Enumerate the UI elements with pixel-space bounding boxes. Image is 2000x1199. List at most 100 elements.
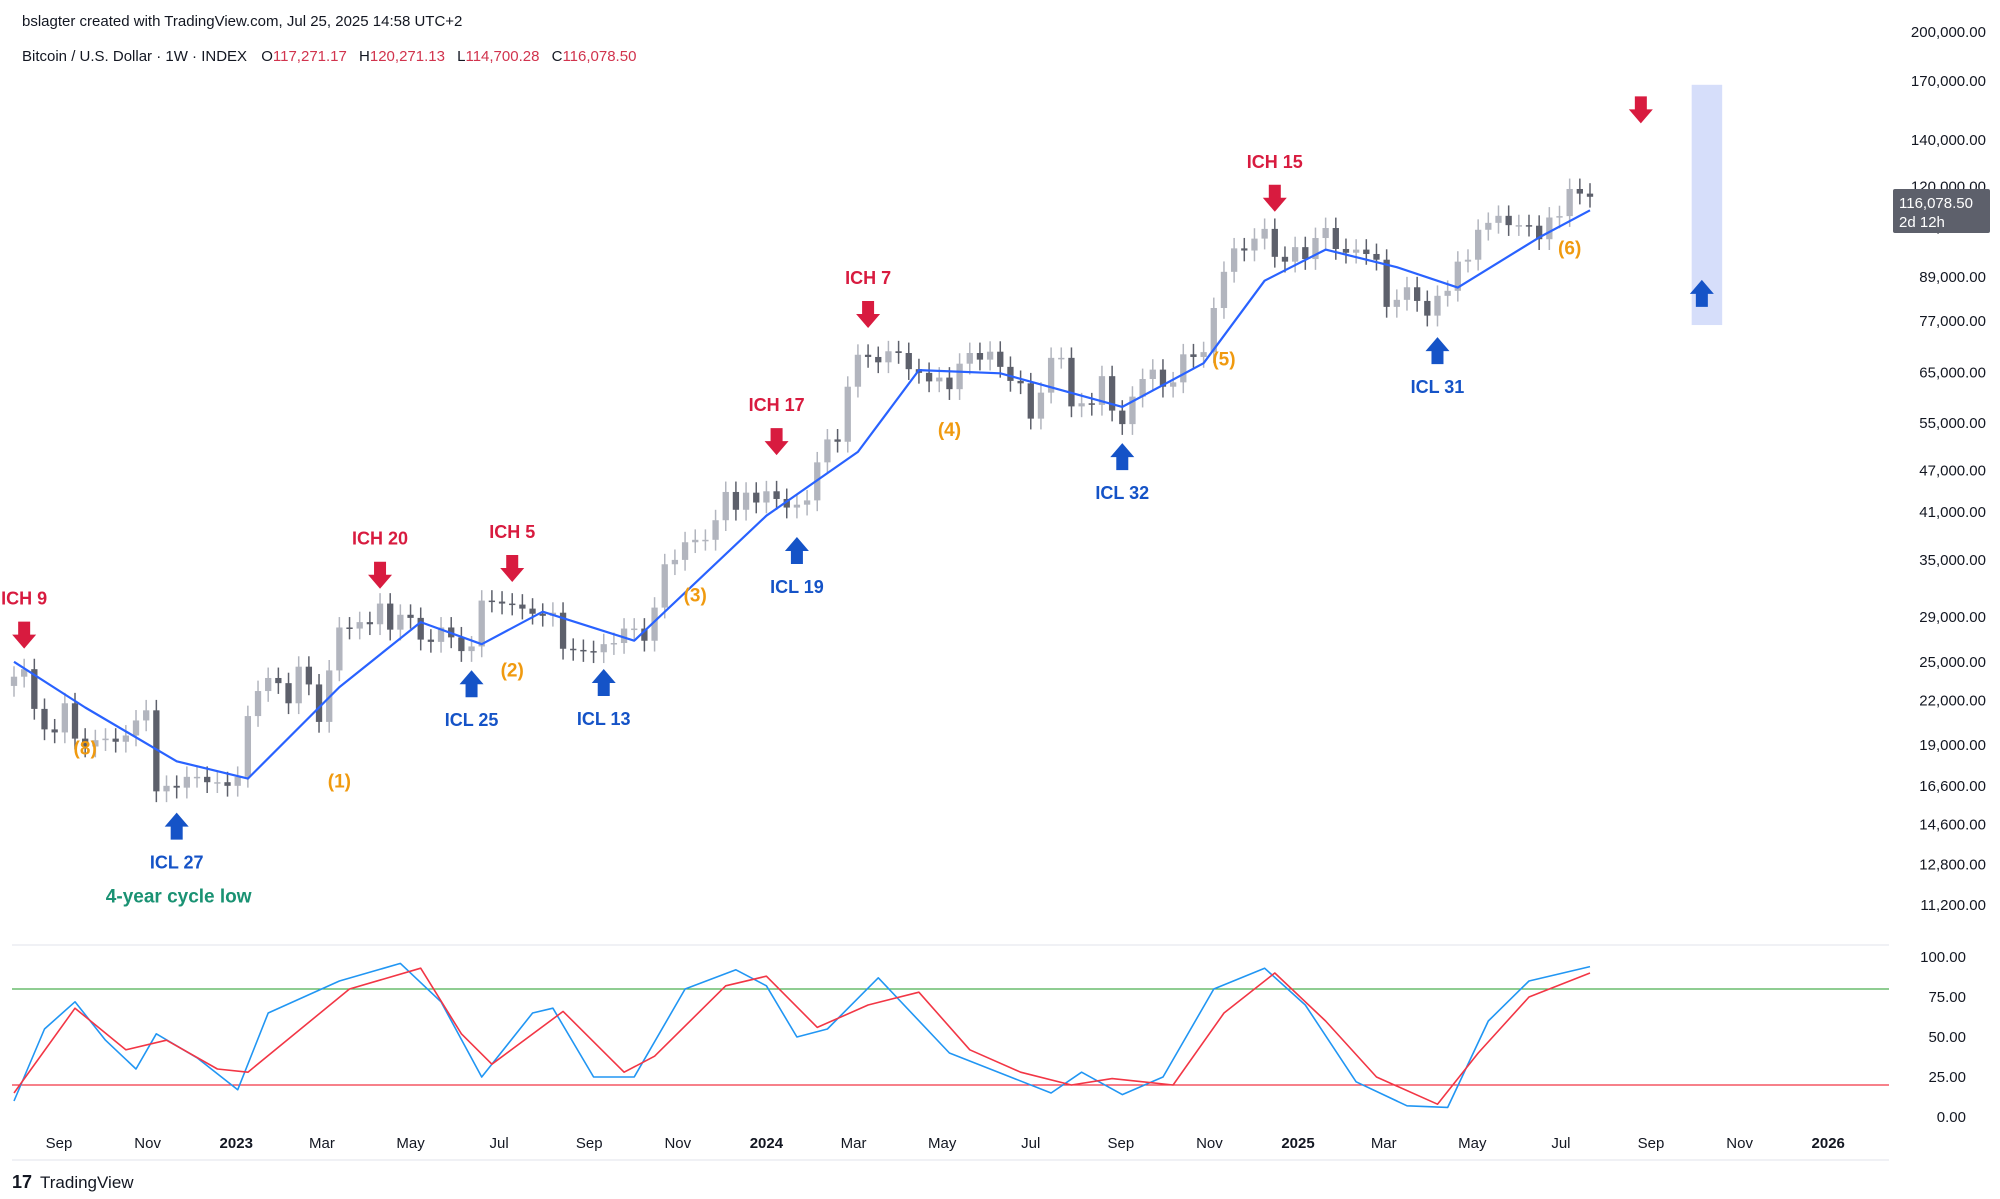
time-year-label: 2024 xyxy=(750,1135,784,1152)
candle xyxy=(1169,371,1177,398)
candle-body xyxy=(275,677,282,684)
high-value: 120,271.13 xyxy=(370,48,445,65)
candle-body xyxy=(1078,403,1085,407)
candle xyxy=(763,480,770,514)
candle xyxy=(366,611,374,636)
candle xyxy=(1139,368,1146,408)
candle-body xyxy=(1088,403,1095,405)
candle xyxy=(783,488,790,519)
candle xyxy=(681,531,689,571)
candle-body xyxy=(997,351,1004,367)
candle xyxy=(1129,386,1136,435)
time-month-label: Sep xyxy=(1107,1135,1134,1152)
candle xyxy=(1312,227,1319,270)
candle xyxy=(997,341,1004,378)
high-label: H xyxy=(359,48,370,65)
cycle-high-label: ICH 7 xyxy=(845,268,891,288)
candle-body xyxy=(1108,376,1116,411)
candle xyxy=(1525,214,1533,237)
candle-body xyxy=(315,684,323,722)
cycle-count-label: (5) xyxy=(1212,349,1235,370)
candle xyxy=(702,529,709,551)
candle-body xyxy=(1454,261,1461,291)
candle xyxy=(834,428,841,453)
candle-body xyxy=(742,492,750,510)
candle-body xyxy=(1464,259,1472,262)
candle xyxy=(1078,392,1085,418)
price-tick-label: 140,000.00 xyxy=(1911,132,1986,149)
moving-average-line xyxy=(13,209,1591,780)
candle xyxy=(1383,249,1390,318)
candle-body xyxy=(458,637,465,652)
time-month-label: Jul xyxy=(1021,1135,1040,1152)
oscillator-axis[interactable]: 100.00 75.00 50.00 25.00 0.00 xyxy=(1920,949,1966,1126)
candle-body xyxy=(793,504,801,508)
candle xyxy=(244,705,252,788)
oscillator-tick-label: 25.00 xyxy=(1928,1069,1966,1086)
candle xyxy=(1180,343,1187,394)
candle xyxy=(183,766,191,799)
candle xyxy=(824,428,831,474)
candle xyxy=(956,353,963,400)
candle-body xyxy=(1525,225,1533,227)
candle xyxy=(407,604,414,629)
open-label: O xyxy=(261,48,273,65)
candle-body xyxy=(620,628,628,644)
candle-body xyxy=(1271,228,1278,257)
oscillator-pane[interactable] xyxy=(12,962,1889,1109)
cycle-high-marker: ICH 20 xyxy=(352,529,408,589)
cycle-high-label: ICH 9 xyxy=(1,589,47,609)
time-year-label: 2026 xyxy=(1812,1135,1845,1152)
candle-body xyxy=(763,491,770,503)
candle xyxy=(519,594,526,620)
cycle-high-marker: ICH 15 xyxy=(1247,152,1303,212)
cycle-high-marker: ICH 9 xyxy=(1,589,47,649)
cycle-high-marker: ICH 17 xyxy=(749,395,805,456)
time-year-label: 2023 xyxy=(220,1135,253,1152)
tradingview-wordmark: TradingView xyxy=(40,1173,134,1192)
candle xyxy=(641,618,648,652)
cycle-low-note: 4-year cycle low xyxy=(106,887,252,908)
candle xyxy=(966,342,973,375)
candle-body xyxy=(1037,392,1045,419)
tradingview-logo[interactable]: 17 TradingView xyxy=(12,1172,134,1192)
candle xyxy=(600,633,607,664)
cycle-high-marker: ICH 5 xyxy=(489,522,535,582)
close-value: 116,078.50 xyxy=(562,48,636,65)
cycle-low-label: ICL 25 xyxy=(445,710,499,730)
candle-body xyxy=(671,559,679,565)
candle-body xyxy=(305,666,313,685)
cycle-high-label: ICH 15 xyxy=(1247,152,1303,172)
price-axis[interactable]: 200,000.00170,000.00140,000.00120,000.00… xyxy=(1911,24,1986,914)
candle xyxy=(1393,289,1400,318)
price-tick-label: 19,000.00 xyxy=(1919,737,1986,754)
candle-body xyxy=(1119,410,1126,425)
open-value: 117,271.17 xyxy=(273,48,347,65)
cycle-count-label: (1) xyxy=(328,772,351,793)
candle xyxy=(458,626,465,662)
candle-body xyxy=(163,785,170,792)
low-value: 114,700.28 xyxy=(465,48,539,65)
candle xyxy=(427,629,435,653)
candle-body xyxy=(498,601,506,604)
candle-body xyxy=(1485,222,1492,230)
candle-body xyxy=(986,351,994,360)
candle-body xyxy=(356,622,363,629)
candle xyxy=(1566,178,1573,227)
candle-body xyxy=(895,351,902,354)
candle-body xyxy=(1342,248,1350,253)
price-pane[interactable]: ICH 9 ICH 20 ICH 5 ICH 17 ICH 7 ICH 15 ICL 27 4… xyxy=(1,84,1723,908)
candle xyxy=(905,342,912,380)
candle xyxy=(387,593,394,641)
time-axis[interactable]: Sep Nov 2023 Mar May Jul Sep Nov 2024 Mar May Jul Se… xyxy=(46,1135,1845,1152)
tradingview-mark-icon: 17 xyxy=(12,1172,32,1192)
candle-body xyxy=(1220,271,1228,309)
candle xyxy=(1291,236,1299,273)
candle xyxy=(122,725,129,753)
candle-body xyxy=(580,649,587,652)
candle xyxy=(1424,290,1431,327)
candle xyxy=(41,698,48,741)
candle xyxy=(885,340,892,374)
cycle-low-marker: ICL 27 4-year cycle low xyxy=(106,812,252,908)
candle-body xyxy=(488,600,496,603)
